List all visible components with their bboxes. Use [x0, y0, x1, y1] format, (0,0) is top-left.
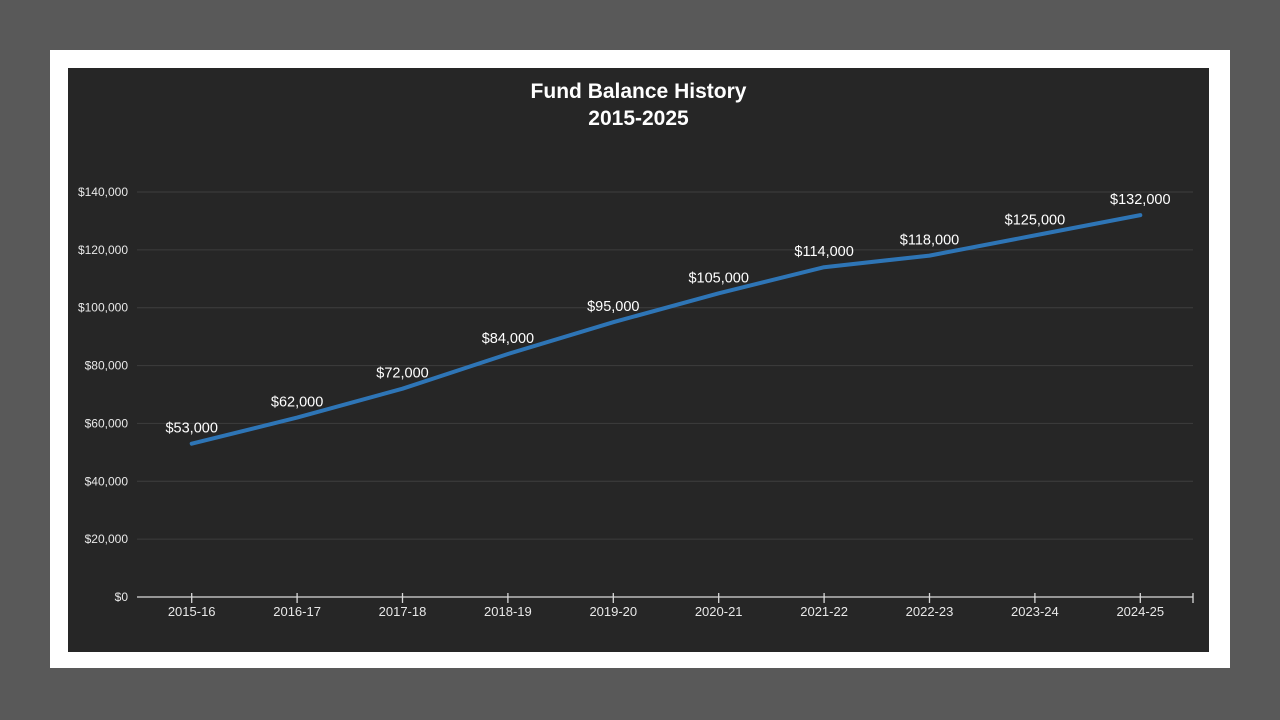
- data-label: $53,000: [165, 421, 217, 437]
- x-axis-label: 2018-19: [484, 604, 532, 619]
- x-axis-label: 2023-24: [1011, 604, 1059, 619]
- slide: Fund Balance History 2015-2025 $0 $20,000…: [50, 50, 1230, 668]
- fund-balance-series-line: [189, 213, 1143, 446]
- y-axis-label: $60,000: [85, 416, 129, 430]
- data-label: $72,000: [376, 366, 428, 382]
- x-axis-label: 2017-18: [379, 604, 427, 619]
- y-axis-label: $0: [115, 590, 129, 604]
- chart-title: Fund Balance History 2015-2025: [68, 78, 1209, 132]
- y-axis-label: $20,000: [85, 532, 129, 546]
- x-axis-label: 2020-21: [695, 604, 743, 619]
- data-label: $114,000: [794, 244, 853, 260]
- data-label: $105,000: [688, 270, 748, 286]
- line-chart-plot: $0 $20,000 $40,000 $60,000 $80,000 $100,000 $1…: [78, 185, 1194, 619]
- chart-title-line1: Fund Balance History: [530, 80, 747, 103]
- data-label: $118,000: [900, 233, 959, 249]
- x-axis-label: 2016-17: [273, 604, 321, 619]
- x-axis-label: 2019-20: [589, 604, 637, 619]
- y-axis-label: $140,000: [78, 185, 128, 199]
- x-axis-label: 2024-25: [1116, 604, 1164, 619]
- data-label: $95,000: [587, 299, 639, 315]
- data-label: $62,000: [271, 395, 323, 411]
- fund-balance-chart: Fund Balance History 2015-2025 $0 $20,000…: [68, 68, 1209, 652]
- x-axis-label: 2015-16: [168, 604, 216, 619]
- x-axis-label: 2021-22: [800, 604, 848, 619]
- y-axis-label: $80,000: [85, 359, 129, 373]
- data-label: $132,000: [1110, 192, 1170, 208]
- data-label: $125,000: [1005, 212, 1065, 228]
- x-axis-label: 2022-23: [906, 604, 954, 619]
- data-label: $84,000: [482, 331, 534, 347]
- y-axis-label: $100,000: [78, 301, 128, 315]
- chart-title-line2: 2015-2025: [588, 107, 689, 130]
- y-axis-label: $40,000: [85, 474, 129, 488]
- y-axis-label: $120,000: [78, 243, 128, 257]
